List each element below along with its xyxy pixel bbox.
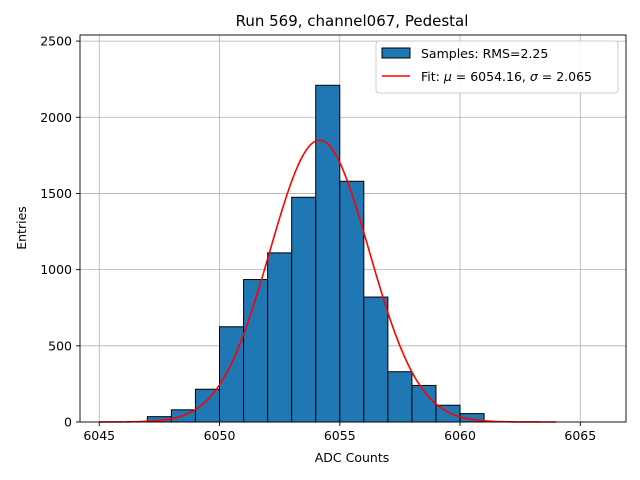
histogram-bar [363, 296, 389, 423]
chart-title: Run 569, channel067, Pedestal [236, 12, 469, 30]
y-tick-label: 0 [64, 415, 72, 430]
y-axis-ticks: 0 500 1000 1500 2000 2500 [40, 34, 80, 430]
y-tick-label: 2000 [40, 110, 72, 125]
y-tick-label: 500 [48, 338, 72, 353]
legend-fit-mu-text: = 6054.16, [452, 69, 530, 84]
histogram-bar [219, 326, 245, 423]
x-tick-label: 6065 [564, 428, 596, 443]
plot-area-frame [79, 34, 627, 423]
y-tick-label: 1500 [40, 186, 72, 201]
histogram-bar [387, 371, 413, 423]
legend-samples-swatch [381, 47, 411, 59]
x-tick-label: 6055 [324, 428, 356, 443]
x-tick-label: 6050 [204, 428, 236, 443]
histogram-bar [243, 279, 269, 423]
histogram-bar [291, 196, 317, 423]
histogram-bar [194, 388, 221, 423]
x-axis-ticks: 6045 6050 6055 6060 6065 [83, 422, 596, 443]
x-tick-label: 6045 [83, 428, 115, 443]
histogram-bar [267, 252, 293, 423]
histogram-bars [146, 84, 485, 423]
legend-fit-prefix: Fit: [421, 69, 444, 84]
legend-fit-sigma-text: = 2.065 [538, 69, 592, 84]
legend-fit-mu-symbol: μ [443, 69, 452, 84]
histogram-bar [339, 180, 365, 423]
legend-fit-label: Fit: μ = 6054.16, σ = 2.065 [421, 69, 592, 84]
x-tick-label: 6060 [444, 428, 476, 443]
legend-box [375, 40, 619, 94]
legend-samples-label: Samples: RMS=2.25 [421, 46, 548, 61]
legend-fit-sigma-symbol: σ [530, 69, 539, 84]
legend: Samples: RMS=2.25 Fit: μ = 6054.16, σ = … [375, 40, 619, 94]
y-axis-label: Entries [14, 206, 29, 250]
fit-curve [99, 139, 557, 423]
x-axis-label: ADC Counts [315, 450, 390, 465]
y-tick-label: 2500 [40, 34, 72, 49]
y-tick-label: 1000 [40, 262, 72, 277]
histogram-bar [315, 84, 341, 423]
